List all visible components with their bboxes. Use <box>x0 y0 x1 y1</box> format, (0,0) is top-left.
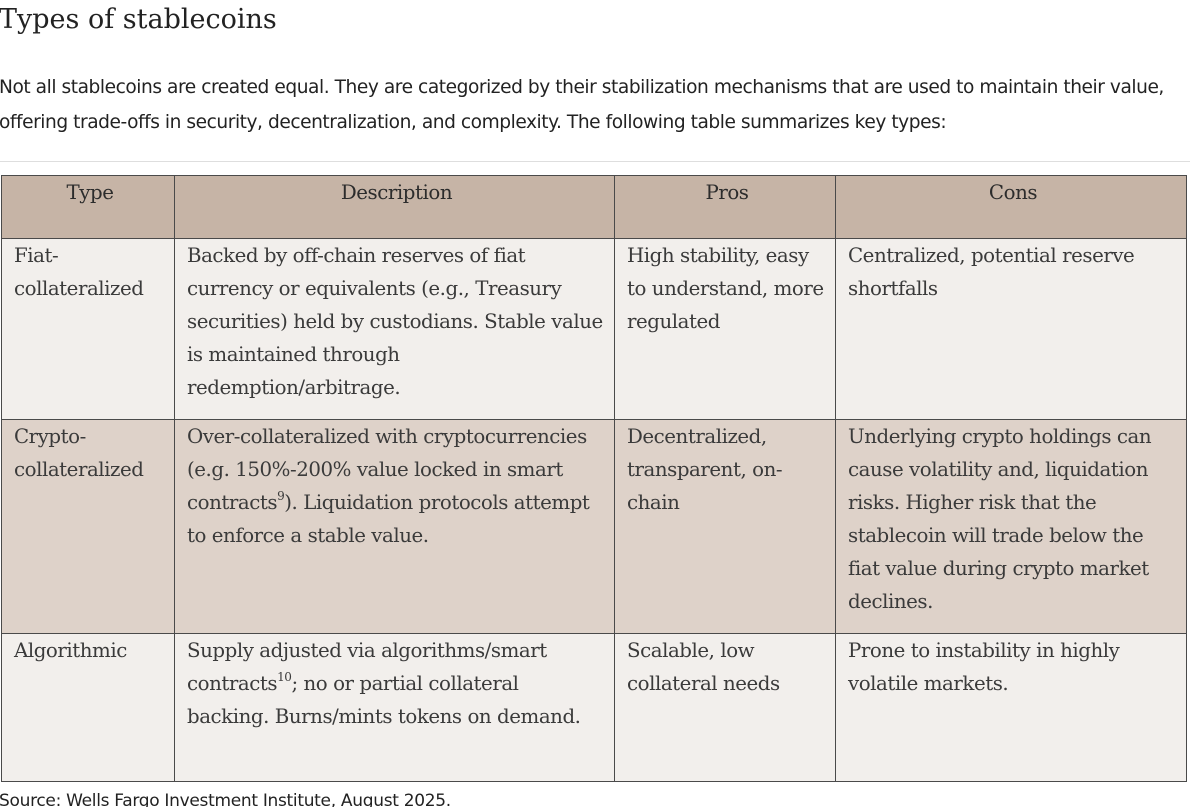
description-text: ; no or partial collateral backing. Burn… <box>187 672 581 728</box>
cell-type: Fiat-collateralized <box>1 238 175 420</box>
header-description: Description <box>174 175 615 239</box>
header-pros: Pros <box>614 175 836 239</box>
header-cons: Cons <box>835 175 1187 239</box>
intro-paragraph: Not all stablecoins are created equal. T… <box>0 77 1164 133</box>
description-text: Over-collateralized with cryptocurrencie… <box>187 425 587 514</box>
cell-pros: Decentralized, transparent, on-chain <box>614 419 836 634</box>
cell-cons: Centralized, potential reserve shortfall… <box>835 238 1187 420</box>
cell-pros: Scalable, low collateral needs <box>614 633 836 782</box>
stablecoin-types-table: Type Description Pros Cons Fiat-collater… <box>1 175 1187 782</box>
table-row: Algorithmic Supply adjusted via algorith… <box>1 633 1187 782</box>
divider <box>0 161 1190 162</box>
source-note: Source: Wells Fargo Investment Institute… <box>0 791 451 807</box>
footnote-ref: 9 <box>277 489 285 504</box>
table-header-row: Type Description Pros Cons <box>1 175 1187 239</box>
section-title: Types of stablecoins <box>0 4 277 35</box>
cell-cons: Underlying crypto holdings can cause vol… <box>835 419 1187 634</box>
description-text: ). Liquidation protocols attempt to enfo… <box>187 491 590 547</box>
cell-description: Backed by off-chain reserves of fiat cur… <box>174 238 615 420</box>
header-type: Type <box>1 175 175 239</box>
cell-cons: Prone to instability in highly volatile … <box>835 633 1187 782</box>
cell-description: Over-collateralized with cryptocurrencie… <box>174 419 615 634</box>
description-text: Supply adjusted via algorithms/smart con… <box>187 639 547 695</box>
cell-type: Algorithmic <box>1 633 175 782</box>
cell-pros: High stability, easy to understand, more… <box>614 238 836 420</box>
table-row: Fiat-collateralized Backed by off-chain … <box>1 238 1187 420</box>
table-row: Crypto-collateralized Over-collateralize… <box>1 419 1187 634</box>
cell-description: Supply adjusted via algorithms/smart con… <box>174 633 615 782</box>
cell-type: Crypto-collateralized <box>1 419 175 634</box>
footnote-ref: 10 <box>277 670 292 685</box>
